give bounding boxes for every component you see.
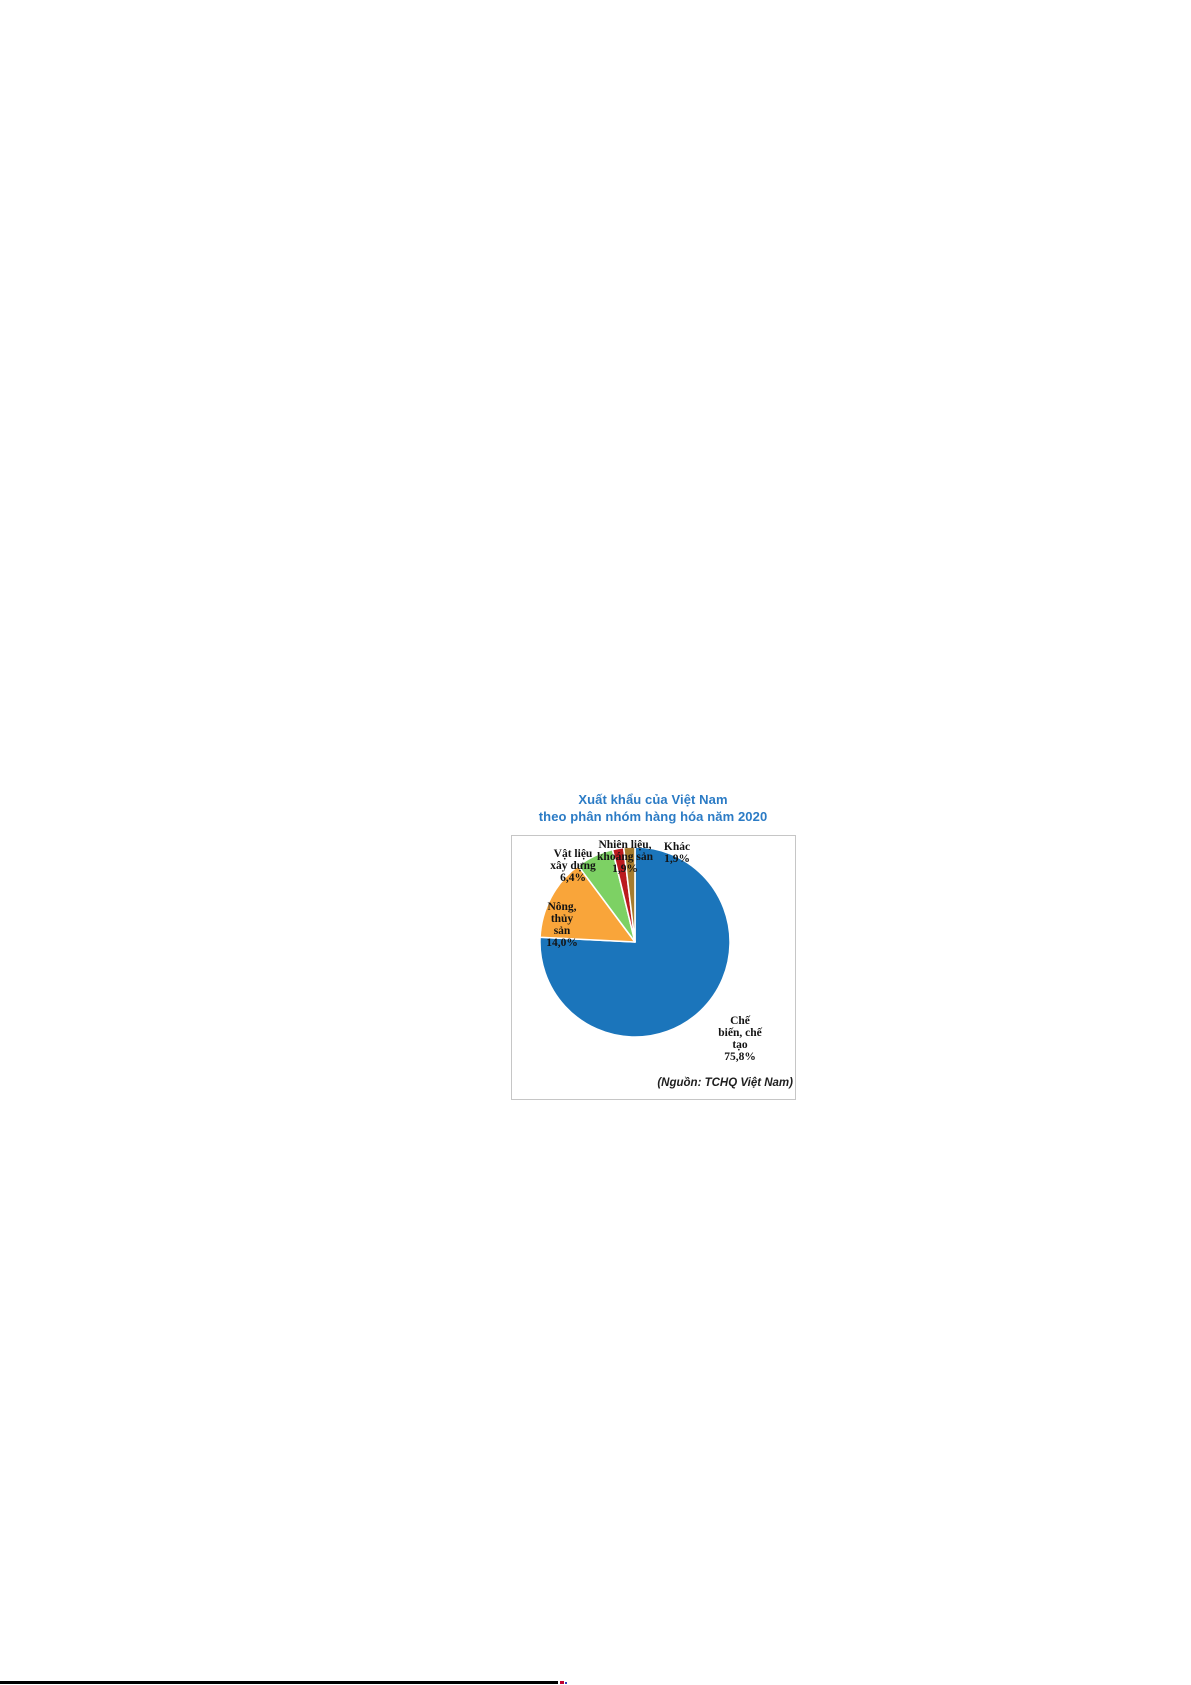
label-line: biến, chế [718, 1026, 762, 1039]
pie-slice [539, 846, 731, 1038]
chart-title: Xuất khẩu của Việt Nam theo phân nhóm hà… [511, 792, 795, 825]
pie-slice [622, 846, 636, 943]
label-khac: Khác 1,9% [652, 841, 702, 866]
label-line: Vật liệu [553, 848, 593, 860]
label-line: sản [553, 924, 571, 937]
label-line: Khác [663, 841, 691, 853]
page-bottom-rule [0, 1681, 558, 1684]
label-line: tạo [732, 1038, 748, 1051]
page-bottom-rule-red-tick [560, 1681, 564, 1684]
label-line: Nhiên liệu, [598, 839, 652, 851]
pie-chart-svg [539, 846, 731, 1038]
label-nhien-lieu-khoang-san: Nhiên liệu, khoáng sản 1,9% [593, 839, 657, 876]
label-line: xây dựng [550, 859, 596, 872]
label-line: 14,0% [546, 936, 578, 949]
label-line: Chế [730, 1015, 750, 1027]
label-line: 75,8% [724, 1050, 756, 1063]
label-line: 1,9% [612, 862, 638, 875]
source-note: (Nguồn: TCHQ Việt Nam) [657, 1077, 793, 1089]
label-che-bien-che-tao: Chế biến, chế tạo 75,8% [705, 1015, 775, 1064]
pie-chart [537, 844, 733, 1040]
label-line: thủy [550, 912, 574, 925]
label-line: khoáng sản [597, 850, 653, 863]
label-line: 6,4% [560, 871, 586, 884]
page-bottom-rule-blue-tick [565, 1682, 567, 1684]
chart-title-line2: theo phân nhóm hàng hóa năm 2020 [538, 808, 768, 824]
chart-title-line1: Xuất khẩu của Việt Nam [578, 792, 728, 807]
label-line: Nông, [547, 901, 577, 913]
label-nong-thuy-san: Nông, thủy sản 14,0% [532, 901, 592, 950]
label-line: 1,9% [664, 852, 690, 865]
pie-slice [539, 865, 636, 943]
label-vat-lieu-xay-dung: Vật liệu xây dựng 6,4% [541, 848, 605, 885]
